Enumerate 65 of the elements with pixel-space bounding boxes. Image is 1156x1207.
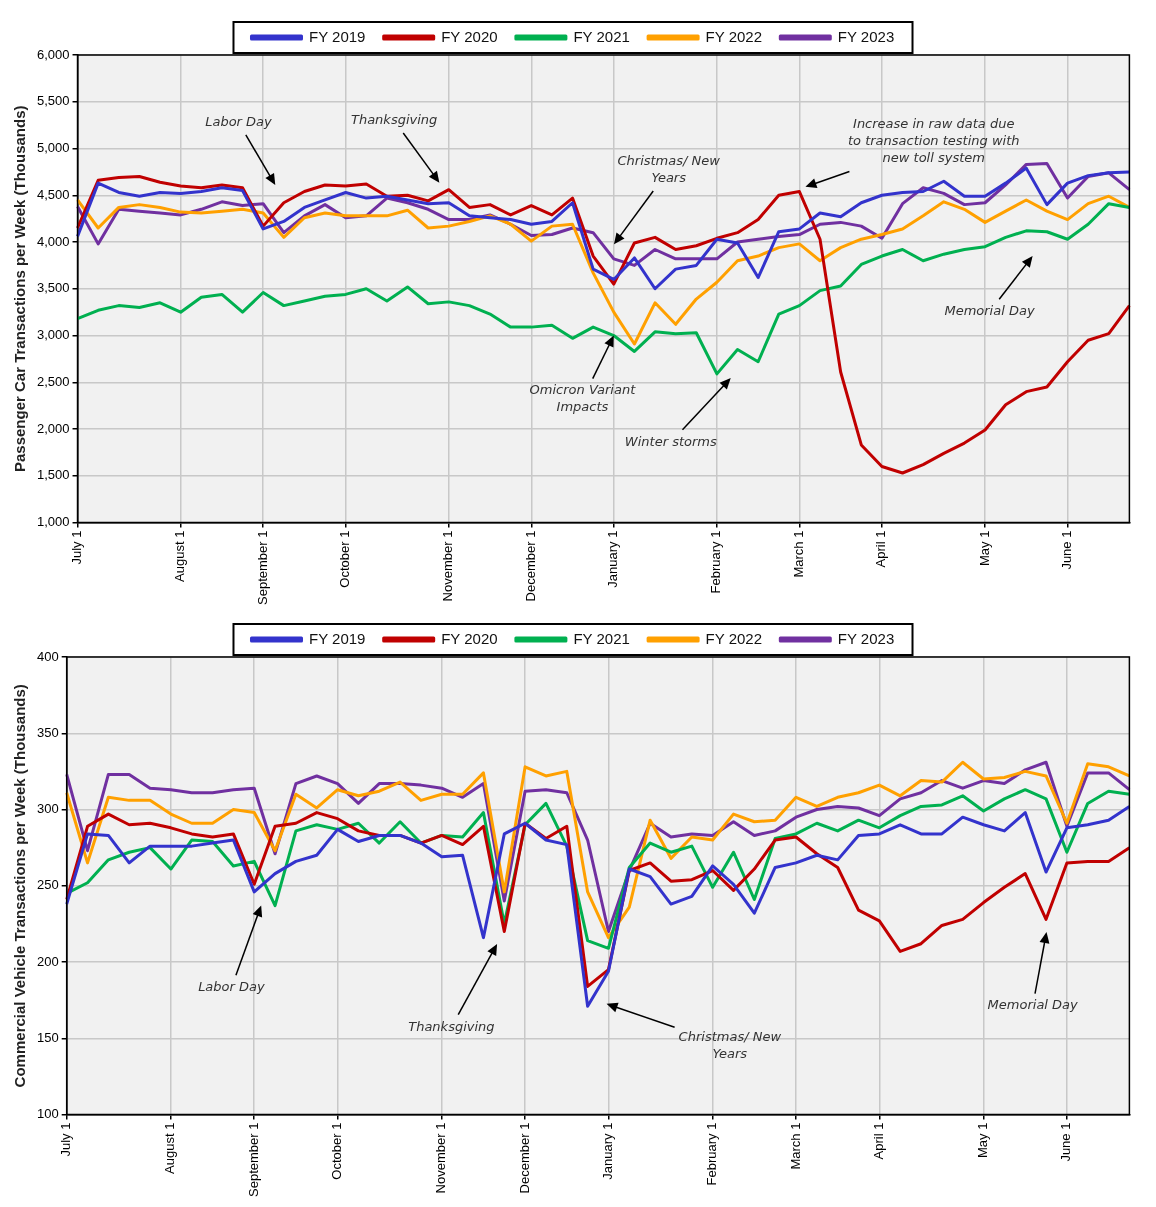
- y-tick-label: 350: [36, 724, 59, 740]
- x-tick-label: March 1: [787, 1122, 803, 1170]
- y-tick-label: 250: [36, 877, 59, 893]
- legend-label: FY 2021: [573, 629, 630, 647]
- x-tick-label: March 1: [790, 530, 806, 578]
- y-tick-label: 3,000: [36, 327, 70, 343]
- annotation: Memorial Day: [944, 303, 1035, 319]
- x-tick-label: July 1: [69, 530, 85, 565]
- y-tick-label: 4,000: [36, 233, 70, 249]
- y-tick-label: 1,500: [36, 467, 70, 483]
- legend-label: FY 2019: [308, 629, 366, 647]
- annotation: Winter storms: [624, 433, 717, 449]
- y-tick-label: 150: [36, 1029, 59, 1045]
- x-tick-label: February 1: [708, 530, 724, 594]
- x-tick-label: October 1: [337, 530, 353, 588]
- annotation: Christmas/ New Years: [678, 1029, 782, 1062]
- x-tick-label: May 1: [975, 1122, 991, 1158]
- legend-label: FY 2022: [705, 27, 763, 45]
- y-axis-title: Passenger Car Transactions per Week (Thousands): [11, 105, 29, 473]
- y-tick-label: 3,500: [36, 280, 70, 296]
- x-tick-label: May 1: [976, 530, 992, 566]
- y-tick-label: 5,500: [36, 93, 70, 109]
- y-tick-label: 5,000: [36, 140, 70, 156]
- x-tick-label: November 1: [440, 530, 456, 602]
- legend-label: FY 2023: [837, 27, 895, 45]
- legend-label: FY 2020: [441, 629, 498, 647]
- annotation: Omicron Variant Impacts: [529, 382, 637, 415]
- annotation: Thanksgiving: [408, 1018, 495, 1034]
- annotation: Labor Day: [205, 113, 273, 129]
- x-tick-label: December 1: [522, 530, 538, 602]
- y-tick-label: 400: [36, 648, 59, 664]
- x-tick-label: November 1: [433, 1122, 449, 1194]
- x-tick-label: August 1: [172, 530, 188, 582]
- y-tick-label: 1,000: [36, 514, 70, 530]
- x-tick-label: January 1: [600, 1122, 616, 1180]
- x-tick-label: June 1: [1058, 1122, 1074, 1162]
- x-tick-label: September 1: [245, 1122, 261, 1197]
- legend-label: FY 2020: [441, 27, 498, 45]
- legend-label: FY 2021: [573, 27, 630, 45]
- x-tick-label: April 1: [870, 1122, 886, 1160]
- y-axis-title: Commercial Vehicle Transactions per Week (Thousands): [11, 684, 29, 1088]
- annotation: Christmas/ New Years: [617, 152, 721, 185]
- x-tick-label: January 1: [605, 530, 621, 588]
- legend-label: FY 2023: [837, 629, 895, 647]
- x-tick-label: June 1: [1059, 530, 1075, 570]
- y-tick-label: 2,000: [36, 420, 70, 436]
- legend-label: FY 2022: [705, 629, 763, 647]
- y-tick-label: 4,500: [36, 186, 70, 202]
- x-tick-label: July 1: [58, 1122, 74, 1157]
- y-tick-label: 6,000: [36, 46, 70, 62]
- x-tick-label: September 1: [254, 530, 270, 605]
- annotation: Increase in raw data due to transaction testing with new toll system: [847, 116, 1020, 166]
- y-tick-label: 100: [36, 1106, 59, 1122]
- y-tick-label: 2,500: [36, 373, 70, 389]
- annotation: Thanksgiving: [350, 111, 438, 127]
- annotation: Labor Day: [198, 979, 265, 995]
- x-tick-label: February 1: [704, 1122, 720, 1186]
- x-tick-label: August 1: [162, 1122, 178, 1174]
- x-tick-label: December 1: [516, 1122, 532, 1194]
- legend-label: FY 2019: [308, 27, 366, 45]
- y-tick-label: 200: [36, 953, 59, 969]
- y-tick-label: 300: [36, 801, 59, 817]
- x-tick-label: October 1: [329, 1122, 345, 1180]
- x-tick-label: April 1: [873, 530, 889, 568]
- annotation: Memorial Day: [987, 997, 1079, 1013]
